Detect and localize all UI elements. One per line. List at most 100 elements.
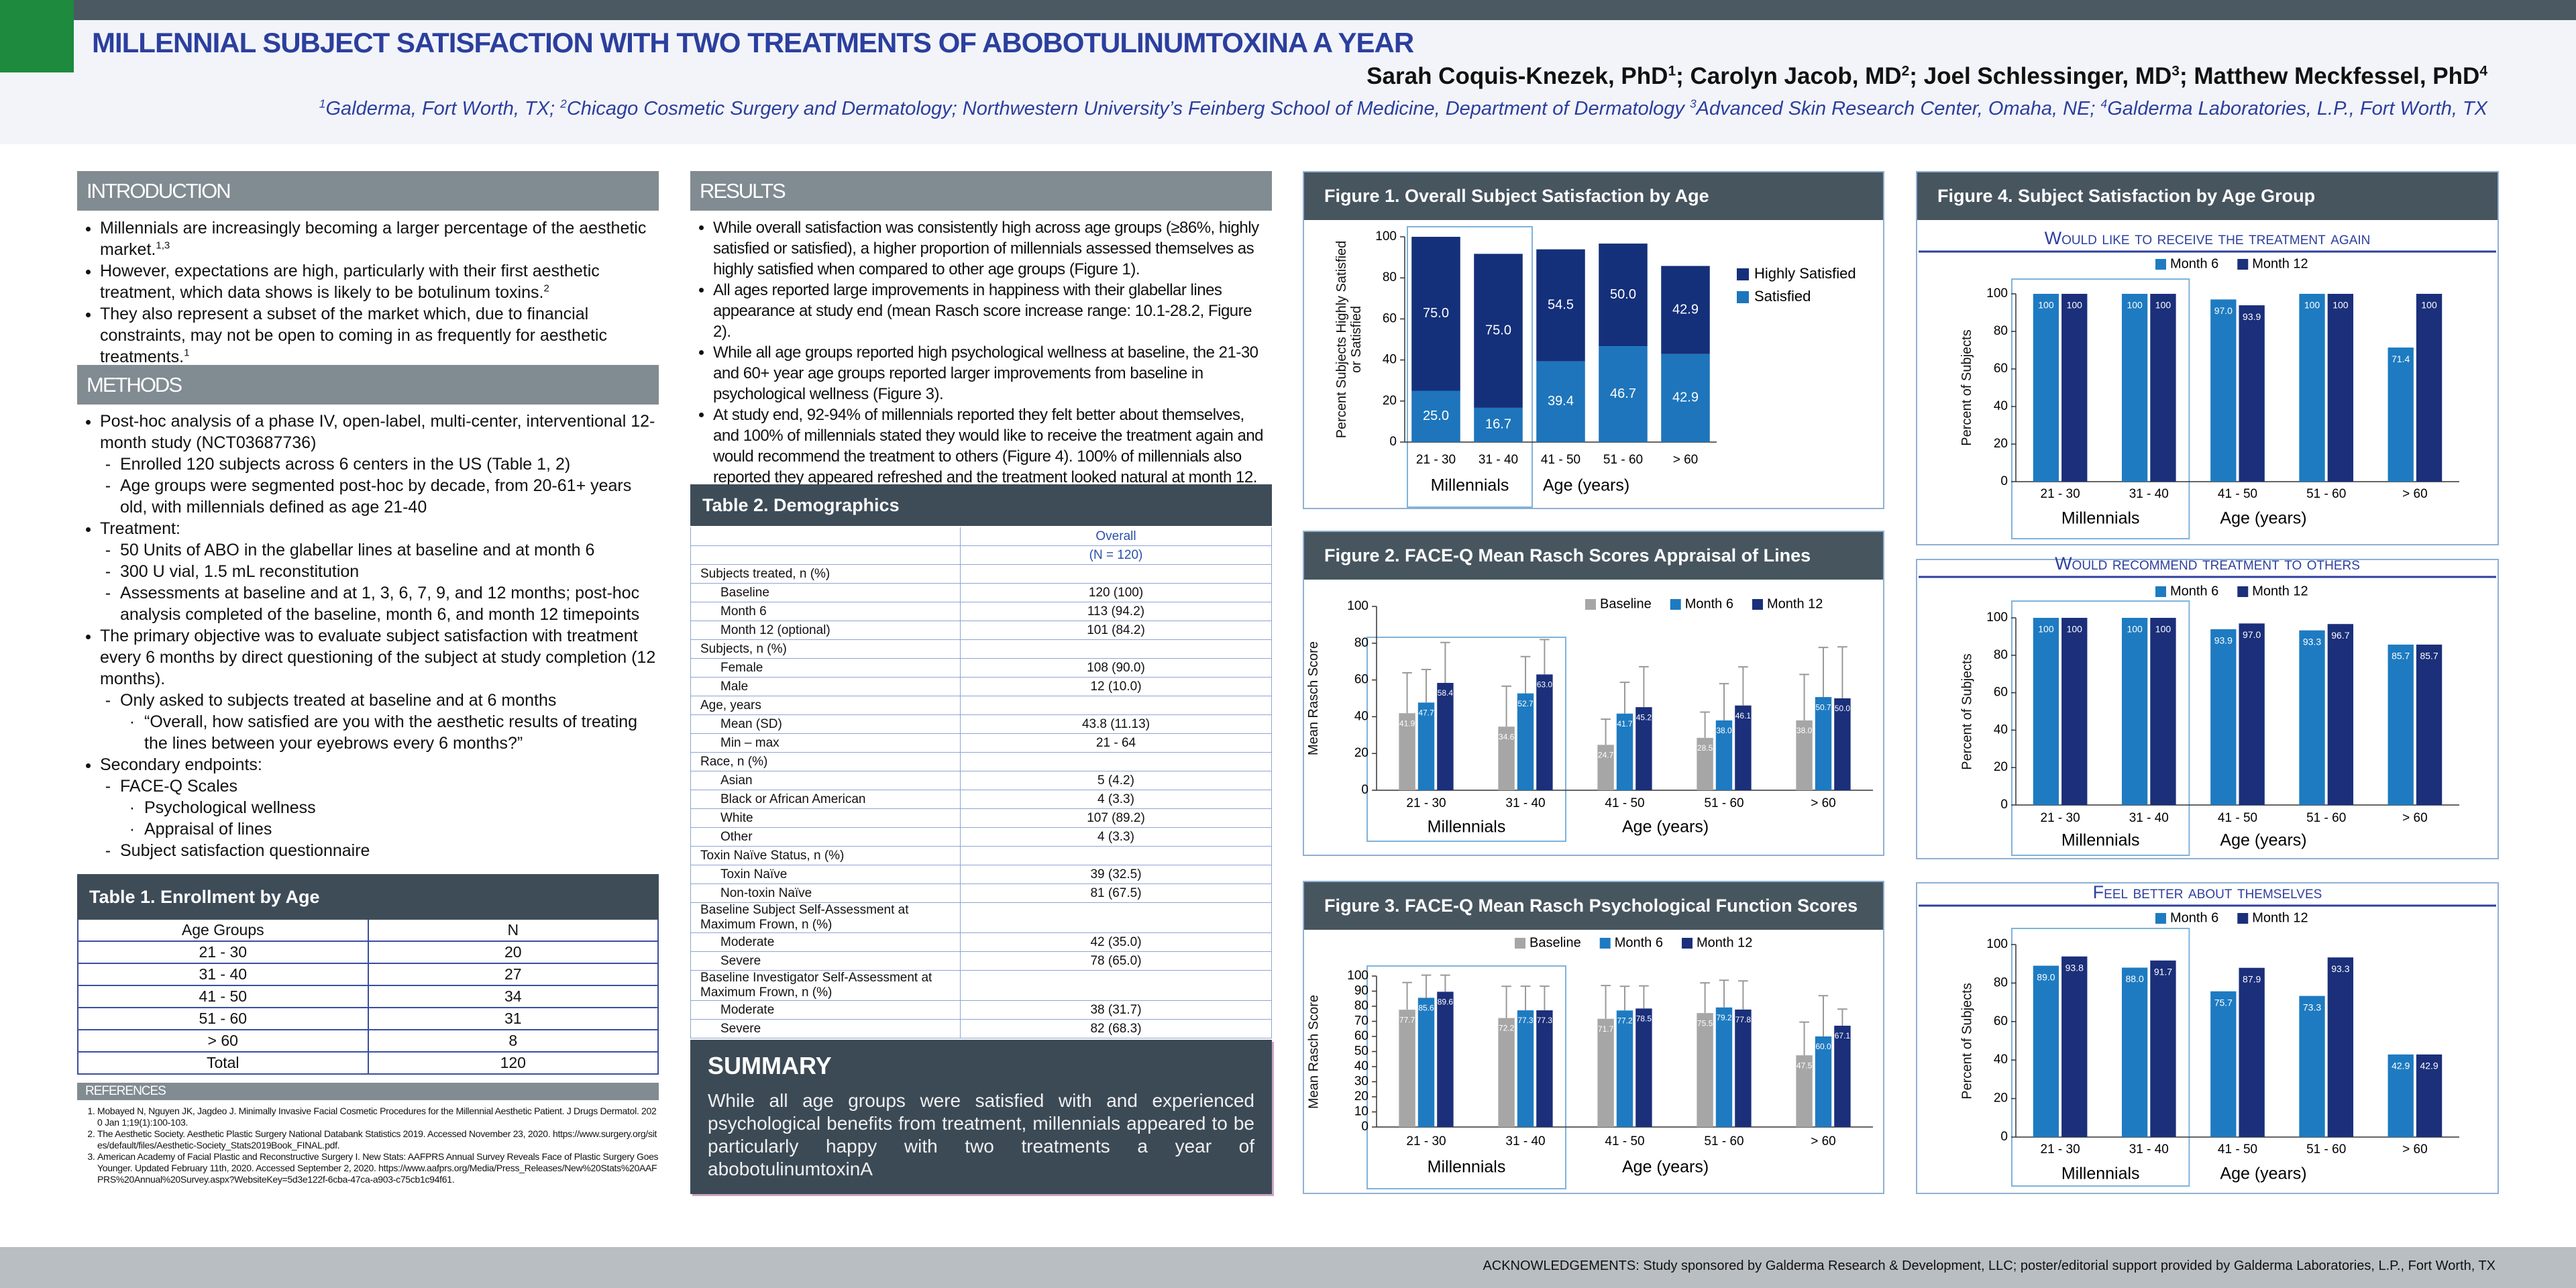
row-label: Non-toxin Naïve: [690, 883, 961, 903]
y-tick-label: 70: [1354, 1014, 1368, 1028]
x-group-label: Millennials: [2061, 1165, 2140, 1183]
x-tick-label: 31 - 40: [1479, 453, 1518, 467]
author-separator: ;: [1676, 63, 1690, 89]
value-label: 97.0: [2243, 629, 2261, 640]
value-label: 46.1: [1735, 711, 1752, 720]
affiliation-number: 4: [2100, 97, 2108, 111]
error-bar: [1738, 980, 1748, 1010]
affiliations: 1Galderma, Fort Worth, TX; 2Chicago Cosm…: [319, 98, 2487, 120]
y-tick-label: 20: [1994, 437, 2008, 451]
error-bar: [1837, 1008, 1847, 1026]
millennials-highlight: [2011, 928, 2190, 1187]
author-name: Carolyn Jacob, MD: [1690, 63, 1902, 89]
bar: [1597, 1018, 1614, 1127]
x-tick-label: 41 - 50: [1541, 453, 1580, 467]
error-bar: [1639, 985, 1649, 1009]
legend-label: Month 12: [2252, 584, 2308, 598]
value-label: 93.3: [2303, 636, 2321, 647]
x-axis-label: Age (years): [1543, 476, 1629, 495]
legend-swatch: [2155, 913, 2166, 924]
bar: [1437, 991, 1454, 1127]
error-bar: [1540, 985, 1550, 1011]
author-affiliation-number: 1: [1668, 63, 1676, 79]
section-heading: RESULTS: [690, 171, 1272, 211]
x-tick-label: 41 - 50: [2218, 811, 2257, 825]
figure-box: Figure 4. Subject Satisfaction by Age Gr…: [1916, 171, 2499, 545]
y-tick-label: 0: [2000, 798, 2008, 812]
x-tick-label: 31 - 40: [1505, 1134, 1545, 1148]
bar: [2121, 294, 2148, 482]
bar: [2210, 299, 2237, 482]
value-label: 96.7: [2331, 630, 2349, 641]
row-label: Baseline: [690, 583, 961, 602]
bullet-text: Assessments at baseline and at 1, 3, 6, …: [120, 584, 640, 624]
bar: [1834, 698, 1851, 790]
legend-label: Month 6: [1615, 935, 1663, 950]
x-tick-label: 21 - 30: [2041, 811, 2080, 825]
millennials-highlight: [2011, 600, 2190, 856]
y-tick-label: 0: [2000, 474, 2008, 488]
legend-swatch: [1737, 268, 1749, 280]
bar: [1735, 1009, 1752, 1127]
table-cell: > 60: [77, 1030, 369, 1053]
value-label: 75.0: [1485, 323, 1511, 337]
bullet-list: Only asked to subjects treated at baseli…: [100, 690, 659, 754]
y-tick-label: 100: [1347, 969, 1368, 983]
bar: [2327, 294, 2354, 482]
bullet-text: “Overall, how satisfied are you with the…: [144, 712, 638, 753]
x-tick-label: 31 - 40: [2129, 487, 2169, 501]
value-label: 78.5: [1636, 1014, 1652, 1024]
bar: [2387, 347, 2414, 482]
y-axis-label: Mean Rasch Score: [1306, 641, 1321, 756]
author-name: Joel Schlessinger, MD: [1923, 63, 2172, 89]
value-label: 100: [2304, 300, 2320, 311]
y-tick-label: 20: [1354, 1089, 1368, 1104]
bullet-text: The primary objective was to evaluate su…: [100, 627, 656, 688]
bullet-list: Post-hoc analysis of a phase IV, open-la…: [77, 411, 659, 861]
y-tick-label: 40: [1354, 1059, 1368, 1073]
bullet-item: 50 Units of ABO in the glabellar lines a…: [120, 539, 659, 561]
value-label: 52.7: [1517, 699, 1534, 708]
error-bar: [1619, 985, 1630, 1011]
row-label: Month 12 (optional): [690, 621, 961, 640]
bullet-item: The primary objective was to evaluate su…: [100, 625, 659, 754]
y-axis-label: Percent Subjects Highly Satisfied or Sat…: [1334, 240, 1364, 439]
table-header-row: Overall: [690, 527, 1272, 546]
x-group-label: Millennials: [1428, 1158, 1506, 1177]
row-label: Black or African American: [690, 790, 961, 809]
legend-label: Satisfied: [1754, 288, 1811, 305]
y-tick-label: 80: [1994, 324, 2008, 338]
row-label: Baseline Subject Self-Assessment at Maxi…: [690, 902, 961, 933]
bar: [2416, 644, 2443, 805]
row-label: Baseline Investigator Self-Assessment at…: [690, 970, 961, 1001]
y-tick-label: 100: [1986, 610, 2008, 625]
bar: [1399, 713, 1415, 790]
bar-segment: [1661, 266, 1710, 354]
table-row: 31 - 40 27: [77, 963, 659, 986]
legend-swatch: [1599, 938, 1611, 949]
table-title: Table 2. Demographics: [690, 484, 1272, 526]
figure-title: Figure 1. Overall Subject Satisfaction b…: [1304, 172, 1883, 220]
bar: [2061, 618, 2088, 805]
table-cell: 21 - 30: [77, 941, 369, 964]
figure-title: Figure 2. FACE-Q Mean Rasch Scores Appra…: [1304, 532, 1883, 580]
table-cell: 31: [367, 1008, 659, 1030]
table-cell: [690, 527, 961, 546]
table-row: 41 - 50 34: [77, 985, 659, 1008]
table-cell: 120: [367, 1052, 659, 1075]
x-axis-label: Age (years): [2220, 831, 2306, 850]
bar-segment: [1411, 237, 1460, 391]
value-label: 50.0: [1835, 704, 1851, 713]
author-name: Sarah Coquis-Knezek, PhD: [1366, 63, 1668, 89]
value-label: 100: [2038, 624, 2054, 635]
summary-text: While all age groups were satisfied with…: [708, 1090, 1254, 1179]
y-tick-label: 60: [1383, 311, 1397, 325]
value-label: 100: [2127, 300, 2143, 311]
x-group-label: Millennials: [1428, 818, 1506, 837]
row-label: Moderate: [690, 932, 961, 952]
x-tick-label: 21 - 30: [1406, 1134, 1446, 1148]
x-axis-label: Age (years): [1622, 1158, 1709, 1177]
x-tick-label: 51 - 60: [2306, 1142, 2346, 1157]
demographics-table: Overall (N = 120) Subjects treated, n (%) B…: [690, 527, 1272, 1038]
